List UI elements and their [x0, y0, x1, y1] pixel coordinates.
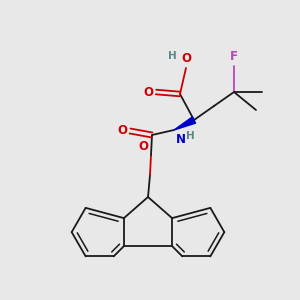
Text: O: O	[143, 85, 153, 98]
Polygon shape	[174, 117, 196, 130]
Text: H: H	[186, 131, 195, 141]
Text: O: O	[181, 52, 191, 65]
Text: O: O	[117, 124, 127, 137]
Text: N: N	[176, 133, 186, 146]
Text: F: F	[230, 50, 238, 63]
Text: O: O	[138, 140, 148, 153]
Text: H: H	[168, 51, 177, 61]
